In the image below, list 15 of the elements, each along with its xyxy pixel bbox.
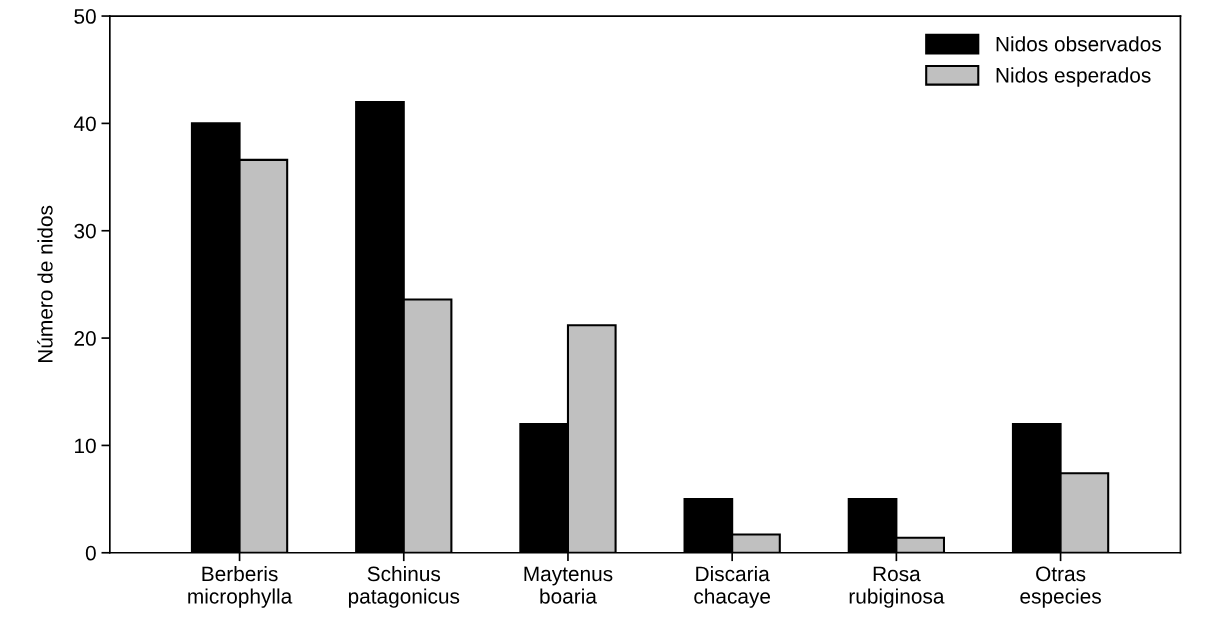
x-tick-label: Schinus patagonicus [348,565,460,608]
x-tick-label: Berberis microphylla [188,565,293,608]
y-tick-label: 30 [74,223,96,239]
legend-label: Nidos esperados [996,67,1151,87]
y-tick-label: 50 [74,9,96,24]
y-tick-label: 0 [85,545,96,561]
y-tick-label: 40 [73,116,96,132]
x-tick-label: Discaria chacaye [694,565,771,608]
x-tick-label: Otras especies [1020,566,1101,608]
y-tick-label: 20 [74,331,96,346]
y-axis-title: Número de nidos [37,205,53,363]
x-tick-label: Maytenus boaria [524,566,613,604]
y-tick-label: 10 [75,438,96,454]
legend-label: Nidos observados [996,36,1161,52]
x-tick-label: Rosa rubiginosa [849,566,945,608]
